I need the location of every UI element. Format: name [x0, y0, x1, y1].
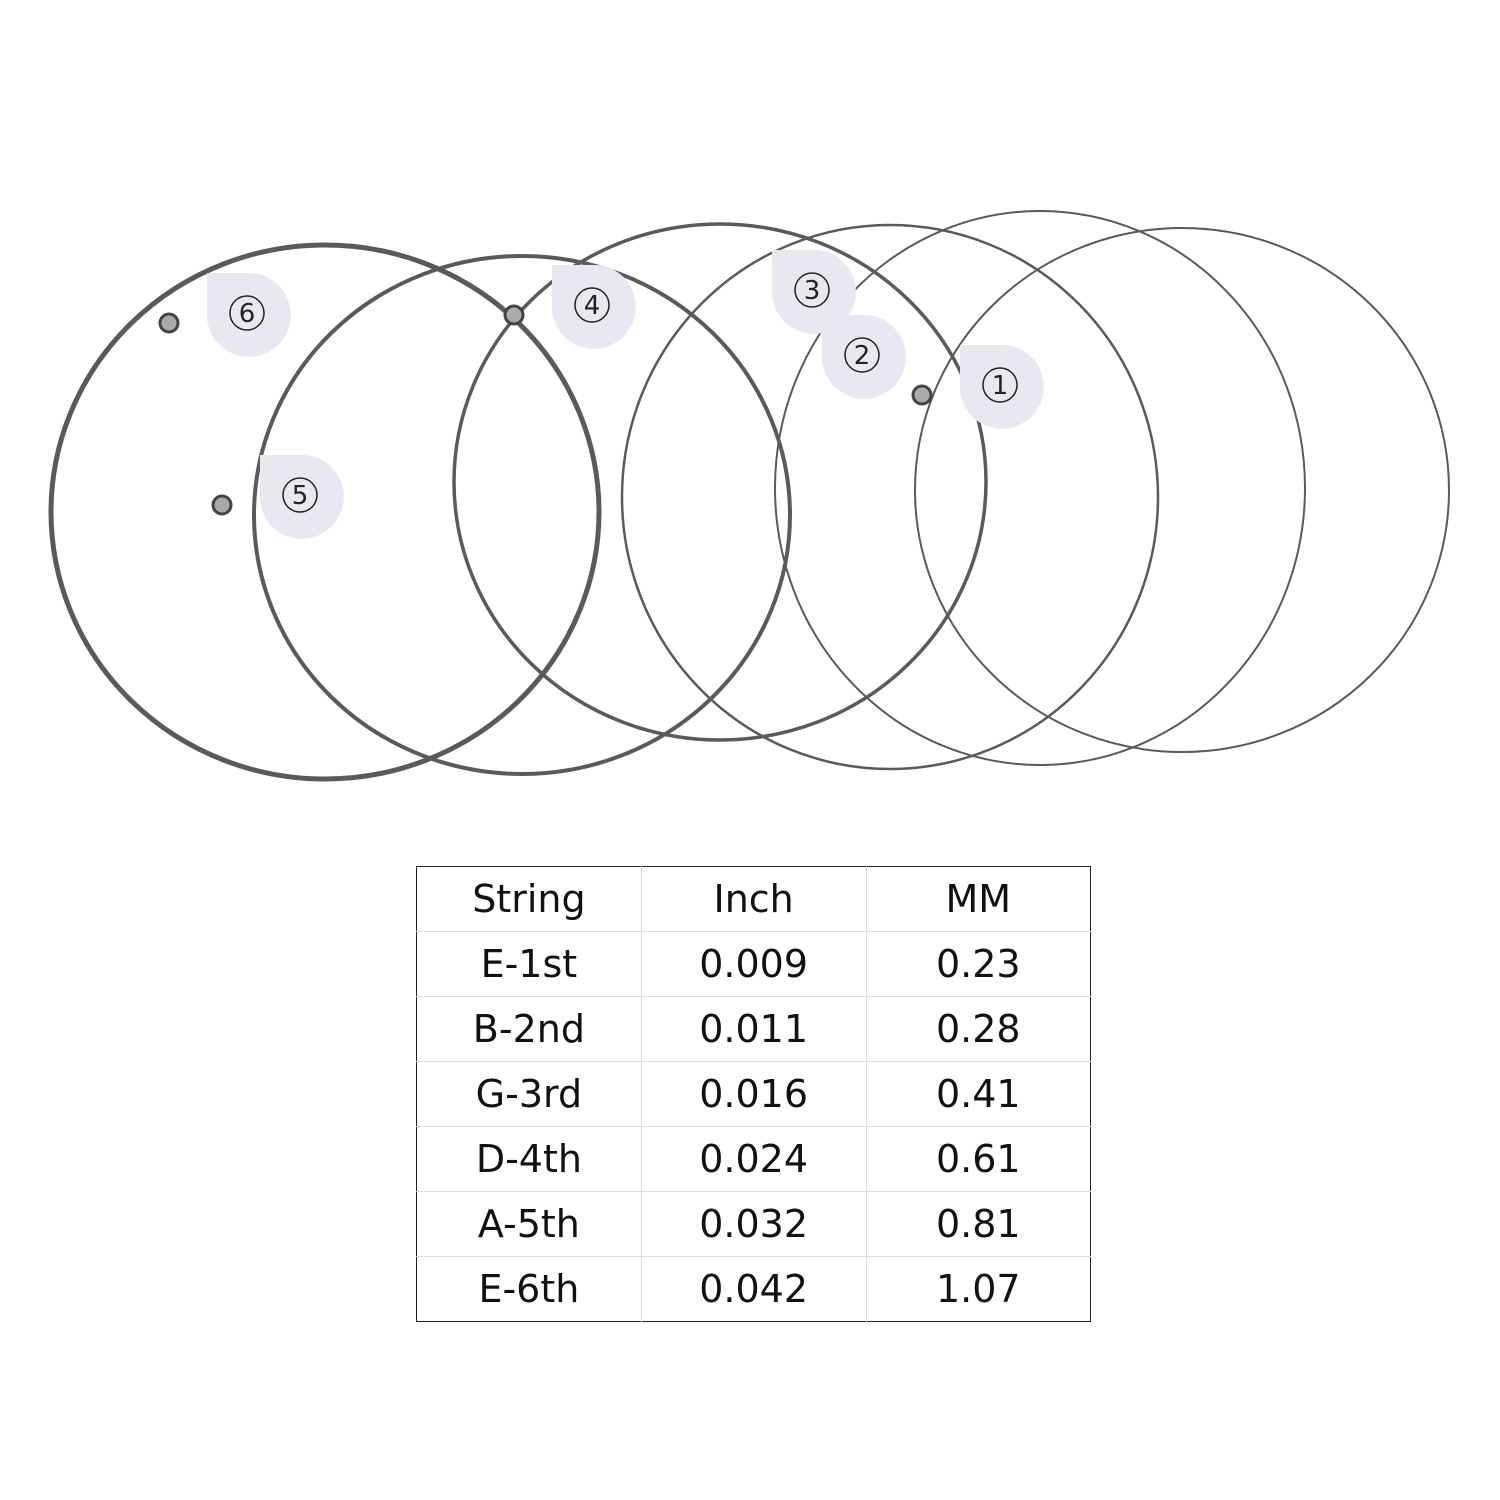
- tag-number: 5: [292, 481, 309, 511]
- tag-label-shape: [772, 250, 856, 334]
- string-6-coil: [48, 242, 602, 782]
- cell-string: G-3rd: [416, 1061, 642, 1127]
- tag-number: 1: [992, 371, 1009, 401]
- tag-number-circle: [282, 477, 318, 513]
- cell-mm: 0.23: [865, 931, 1091, 997]
- cell-string: E-6th: [416, 1256, 642, 1322]
- tag-string-2: 2: [822, 315, 906, 399]
- table-header-row: String Inch MM: [416, 866, 1091, 932]
- ball-end-icon: [503, 304, 525, 326]
- tag-label-shape: [207, 273, 291, 357]
- cell-mm: 0.28: [865, 996, 1091, 1062]
- table-row: A-5th 0.032 0.81: [416, 1191, 1091, 1257]
- cell-string: A-5th: [416, 1191, 642, 1257]
- tag-string-4: 4: [503, 265, 636, 349]
- tag-label-shape: [822, 315, 906, 399]
- header-mm: MM: [865, 866, 1091, 932]
- header-string: String: [416, 866, 642, 932]
- string-5-coil: [252, 254, 792, 776]
- string-3-coil: [620, 223, 1160, 771]
- cell-string: E-1st: [416, 931, 642, 997]
- string-1-coil: [914, 227, 1450, 753]
- table-row: E-1st 0.009 0.23: [416, 931, 1091, 997]
- tag-number: 4: [584, 291, 601, 321]
- tag-label-shape: [260, 455, 344, 539]
- tag-label-shape: [552, 265, 636, 349]
- cell-inch: 0.009: [640, 931, 867, 997]
- tag-string-6: 6: [158, 273, 291, 357]
- guitar-strings-photo: 1 2 3 4 5 6: [48, 210, 1450, 782]
- tag-string-1: 1: [911, 345, 1044, 429]
- string-2-coil: [774, 210, 1306, 766]
- tag-number-circle: [982, 367, 1018, 403]
- tag-number: 2: [854, 341, 871, 371]
- ball-end-icon: [158, 312, 180, 334]
- header-inch: Inch: [640, 866, 867, 932]
- cell-string: B-2nd: [416, 996, 642, 1062]
- cell-mm: 0.61: [865, 1126, 1091, 1192]
- string-4-coil: [452, 222, 988, 742]
- cell-inch: 0.032: [640, 1191, 867, 1257]
- table-row: G-3rd 0.016 0.41: [416, 1061, 1091, 1127]
- tag-number-circle: [794, 272, 830, 308]
- cell-inch: 0.011: [640, 996, 867, 1062]
- cell-inch: 0.042: [640, 1256, 867, 1322]
- cell-mm: 0.41: [865, 1061, 1091, 1127]
- tag-label-shape: [960, 345, 1044, 429]
- tag-number: 6: [239, 299, 256, 329]
- table-row: E-6th 0.042 1.07: [416, 1256, 1091, 1322]
- tag-number: 3: [804, 276, 821, 306]
- ball-end-icon: [211, 494, 233, 516]
- tag-number-circle: [229, 295, 265, 331]
- tag-number-circle: [844, 337, 880, 373]
- string-gauge-table: String Inch MM E-1st 0.009 0.23 B-2nd 0.011…: [416, 866, 1091, 1322]
- cell-inch: 0.024: [640, 1126, 867, 1192]
- tag-number-circle: [574, 287, 610, 323]
- table-row: B-2nd 0.011 0.28: [416, 996, 1091, 1062]
- cell-inch: 0.016: [640, 1061, 867, 1127]
- ball-end-icon: [911, 384, 933, 406]
- cell-mm: 1.07: [865, 1256, 1091, 1322]
- tag-string-3: 3: [772, 250, 856, 334]
- tag-string-5: 5: [211, 455, 344, 539]
- cell-mm: 0.81: [865, 1191, 1091, 1257]
- table-row: D-4th 0.024 0.61: [416, 1126, 1091, 1192]
- cell-string: D-4th: [416, 1126, 642, 1192]
